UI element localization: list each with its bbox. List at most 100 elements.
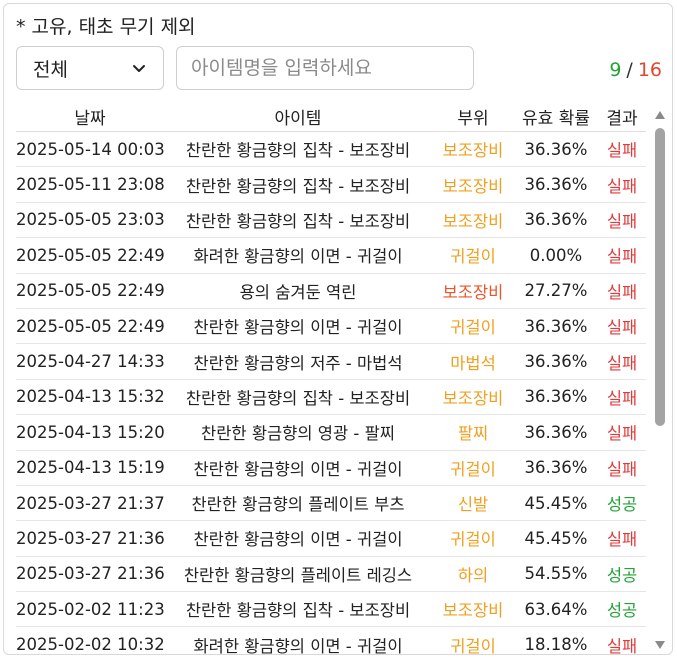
scrollbar-thumb[interactable] — [655, 128, 665, 426]
cell-item: 찬란한 황금향의 저주 - 마법석 — [193, 353, 403, 373]
cell-result: 실패 — [606, 318, 638, 338]
column-header-item[interactable]: 아이템 — [274, 109, 322, 129]
table-row[interactable]: 2025-05-05 22:49 용의 숨겨둔 역린 보조장비 27.27% 실패 — [16, 274, 646, 309]
column-header-part[interactable]: 부위 — [457, 109, 489, 129]
cell-date: 2025-04-27 14:33 — [16, 352, 164, 372]
cell-probability: 36.36% — [524, 175, 588, 195]
cell-probability: 36.36% — [524, 422, 588, 442]
cell-date: 2025-02-02 10:32 — [16, 635, 164, 655]
table-row[interactable]: 2025-03-27 21:37 찬란한 황금향의 플레이트 부츠 신발 45.45%… — [16, 486, 646, 522]
cell-item: 찬란한 황금향의 집착 - 보조장비 — [185, 388, 411, 408]
cell-item: 찬란한 황금향의 영광 - 팔찌 — [201, 424, 395, 444]
counter-separator: / — [626, 59, 633, 81]
cell-date: 2025-05-14 00:03 — [16, 139, 164, 159]
cell-probability: 36.36% — [524, 352, 588, 372]
table-row[interactable]: 2025-02-02 11:23 찬란한 황금향의 집착 - 보조장비 보조장비 63… — [16, 592, 646, 628]
scroll-down-arrow-icon[interactable] — [654, 640, 666, 650]
cell-result: 실패 — [606, 247, 638, 267]
table-row[interactable]: 2025-03-27 21:36 찬란한 황금향의 플레이트 레깅스 하의 54.55… — [16, 557, 646, 593]
history-table: 날짜 아이템 부위 유효 확률 결과 2025-05-14 00:03 찬란한 황… — [16, 102, 646, 655]
column-header-probability[interactable]: 유효 확률 — [522, 109, 590, 129]
cell-item: 용의 숨겨둔 역린 — [239, 282, 357, 302]
filter-note: * 고유, 태초 무기 제외 — [16, 16, 196, 38]
cell-part: 보조장비 — [442, 141, 504, 161]
cell-part: 귀걸이 — [450, 247, 496, 267]
cell-item: 화려한 황금향의 이면 - 귀걸이 — [193, 247, 403, 267]
total-count: 16 — [637, 59, 662, 81]
cell-probability: 36.36% — [524, 316, 588, 336]
table-row[interactable]: 2025-05-05 22:49 화려한 황금향의 이면 - 귀걸이 귀걸이 0.00… — [16, 238, 646, 274]
column-header-date[interactable]: 날짜 — [74, 109, 106, 129]
cell-probability: 45.45% — [524, 493, 588, 513]
cell-part: 귀걸이 — [450, 636, 496, 655]
cell-result: 실패 — [606, 388, 638, 408]
cell-probability: 36.36% — [524, 387, 588, 407]
cell-result: 실패 — [606, 141, 638, 161]
cell-result: 실패 — [606, 353, 638, 373]
cell-probability: 0.00% — [529, 245, 583, 265]
cell-result: 실패 — [606, 176, 638, 196]
cell-item: 찬란한 황금향의 집착 - 보조장비 — [185, 211, 411, 231]
cell-result: 성공 — [606, 601, 638, 621]
cell-part: 보조장비 — [442, 176, 504, 196]
history-panel: * 고유, 태초 무기 제외 전체 9/16 날짜 아이템 부위 유효 확률 결… — [3, 3, 673, 655]
table-row[interactable]: 2025-03-27 21:36 찬란한 황금향의 이면 - 귀걸이 귀걸이 45.4… — [16, 521, 646, 557]
cell-part: 귀걸이 — [450, 459, 496, 479]
success-counter: 9/16 — [609, 59, 662, 81]
cell-probability: 18.18% — [524, 635, 588, 655]
column-header-result[interactable]: 결과 — [606, 109, 638, 129]
table-row[interactable]: 2025-04-13 15:20 찬란한 황금향의 영광 - 팔찌 팔찌 36.36%… — [16, 415, 646, 451]
table-row[interactable]: 2025-04-13 15:32 찬란한 황금향의 집착 - 보조장비 보조장비 36… — [16, 380, 646, 416]
cell-date: 2025-04-13 15:20 — [16, 422, 164, 442]
cell-item: 화려한 황금향의 이면 - 귀걸이 — [193, 636, 403, 655]
item-search-input[interactable] — [176, 46, 474, 90]
cell-date: 2025-03-27 21:37 — [16, 493, 164, 513]
table-row[interactable]: 2025-05-14 00:03 찬란한 황금향의 집착 - 보조장비 보조장비 36… — [16, 132, 646, 168]
table-row[interactable]: 2025-04-13 15:19 찬란한 황금향의 이면 - 귀걸이 귀걸이 36.3… — [16, 451, 646, 486]
cell-probability: 63.64% — [524, 599, 588, 619]
cell-date: 2025-03-27 21:36 — [16, 528, 164, 548]
success-count: 9 — [609, 59, 622, 81]
cell-item: 찬란한 황금향의 집착 - 보조장비 — [185, 141, 411, 161]
table-row[interactable]: 2025-05-05 23:03 찬란한 황금향의 집착 - 보조장비 보조장비 36… — [16, 203, 646, 239]
cell-result: 실패 — [606, 211, 638, 231]
table-row[interactable]: 2025-02-02 10:32 화려한 황금향의 이면 - 귀걸이 귀걸이 18.1… — [16, 627, 646, 655]
cell-part: 마법석 — [450, 353, 496, 373]
cell-probability: 36.36% — [524, 210, 588, 230]
cell-date: 2025-03-27 21:36 — [16, 564, 164, 584]
cell-item: 찬란한 황금향의 이면 - 귀걸이 — [193, 318, 403, 338]
category-select[interactable]: 전체 — [16, 46, 164, 90]
cell-probability: 45.45% — [524, 528, 588, 548]
cell-part: 보조장비 — [442, 601, 504, 621]
cell-result: 실패 — [606, 636, 638, 655]
cell-part: 보조장비 — [442, 282, 504, 302]
cell-probability: 54.55% — [524, 564, 588, 584]
table-row[interactable]: 2025-05-11 23:08 찬란한 황금향의 집착 - 보조장비 보조장비 36… — [16, 167, 646, 203]
cell-probability: 27.27% — [524, 281, 588, 301]
cell-date: 2025-05-05 22:49 — [16, 245, 164, 265]
cell-result: 실패 — [606, 424, 638, 444]
cell-date: 2025-05-11 23:08 — [16, 175, 164, 195]
cell-part: 팔찌 — [457, 424, 489, 444]
cell-date: 2025-04-13 15:32 — [16, 387, 164, 407]
cell-result: 실패 — [606, 282, 638, 302]
cell-date: 2025-05-05 22:49 — [16, 316, 164, 336]
cell-part: 하의 — [457, 565, 489, 585]
cell-part: 신발 — [457, 495, 489, 515]
cell-part: 귀걸이 — [450, 530, 496, 550]
cell-item: 찬란한 황금향의 집착 - 보조장비 — [185, 601, 411, 621]
table-body: 2025-05-14 00:03 찬란한 황금향의 집착 - 보조장비 보조장비 36… — [16, 132, 646, 655]
cell-part: 보조장비 — [442, 388, 504, 408]
table-row[interactable]: 2025-05-05 22:49 찬란한 황금향의 이면 - 귀걸이 귀걸이 36.3… — [16, 309, 646, 345]
cell-result: 실패 — [606, 530, 638, 550]
scroll-up-arrow-icon[interactable] — [654, 110, 666, 120]
cell-date: 2025-02-02 11:23 — [16, 599, 164, 619]
vertical-scrollbar[interactable] — [654, 108, 666, 652]
cell-probability: 36.36% — [524, 458, 588, 478]
cell-date: 2025-04-13 15:19 — [16, 458, 164, 478]
cell-item: 찬란한 황금향의 플레이트 부츠 — [191, 495, 405, 515]
cell-part: 귀걸이 — [450, 318, 496, 338]
category-select-value: 전체 — [33, 58, 68, 81]
table-row[interactable]: 2025-04-27 14:33 찬란한 황금향의 저주 - 마법석 마법석 36.3… — [16, 344, 646, 380]
cell-part: 보조장비 — [442, 211, 504, 231]
